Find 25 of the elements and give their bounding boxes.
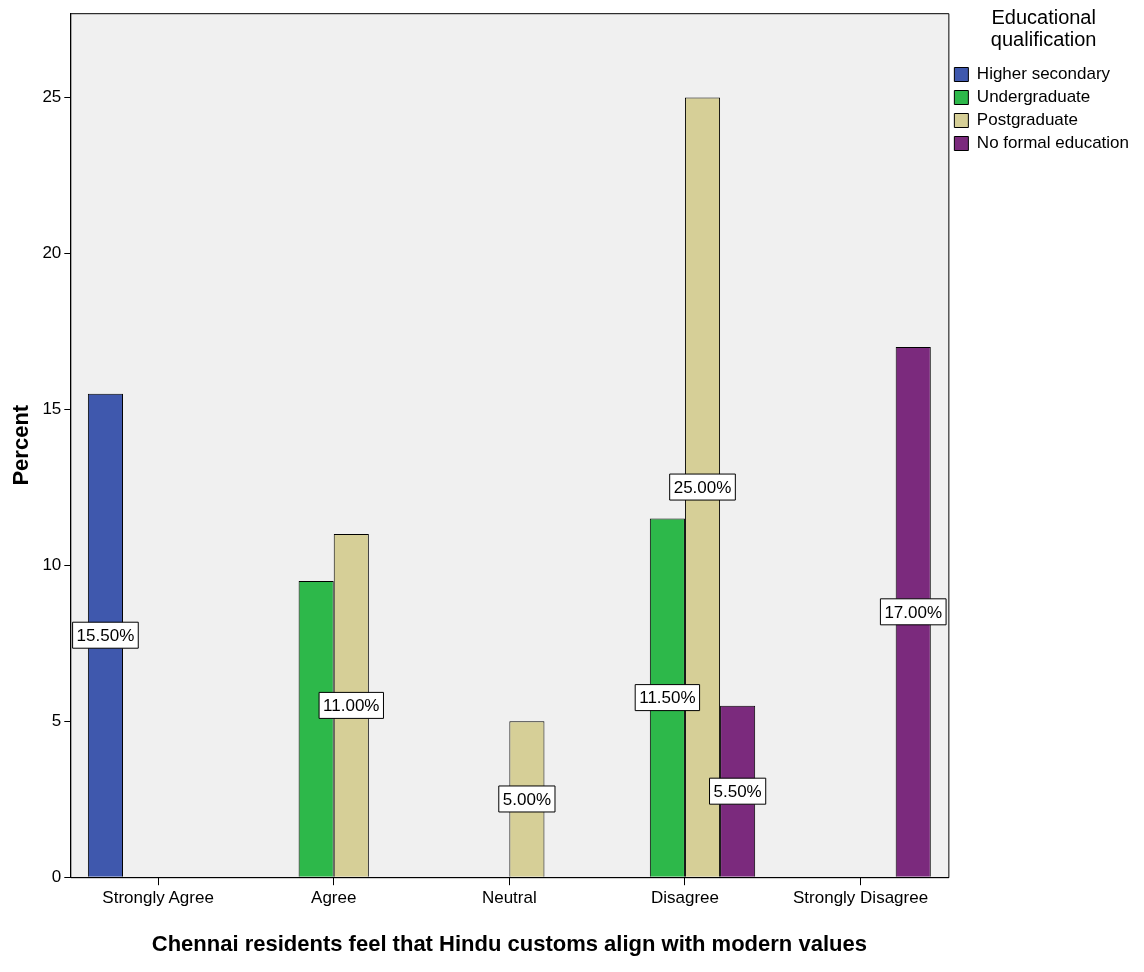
x-tick-label: Neutral	[481, 888, 537, 908]
legend-label: No formal education	[976, 133, 1129, 153]
x-tick-label: Strongly Disagree	[793, 888, 929, 908]
data-label: 17.00%	[884, 602, 943, 622]
y-tick-label: 20	[42, 243, 62, 263]
y-tick-label: 15	[42, 399, 62, 419]
y-tick-label: 10	[42, 554, 62, 574]
legend-title: Educational qualification	[990, 5, 1097, 50]
y-tick-label: 5	[51, 710, 62, 730]
x-tick-label: Strongly Agree	[102, 888, 214, 908]
y-tick-label: 25	[42, 87, 62, 107]
data-label: 15.50%	[76, 625, 135, 645]
legend-label: Undergraduate	[976, 87, 1091, 107]
data-label: 5.00%	[502, 789, 551, 809]
y-axis-title: Percent	[8, 404, 34, 486]
legend-label: Postgraduate	[976, 110, 1078, 130]
legend-label: Higher secondary	[976, 64, 1111, 84]
x-tick-label: Disagree	[650, 888, 719, 908]
data-label: 11.50%	[639, 688, 696, 708]
data-label: 25.00%	[673, 477, 732, 497]
data-label: 11.00%	[323, 696, 380, 716]
x-axis-title: Chennai residents feel that Hindu customs align with modern values	[151, 930, 867, 956]
x-tick-label: Agree	[311, 888, 357, 908]
data-label: 5.50%	[713, 781, 762, 801]
y-tick-label: 0	[51, 866, 62, 886]
